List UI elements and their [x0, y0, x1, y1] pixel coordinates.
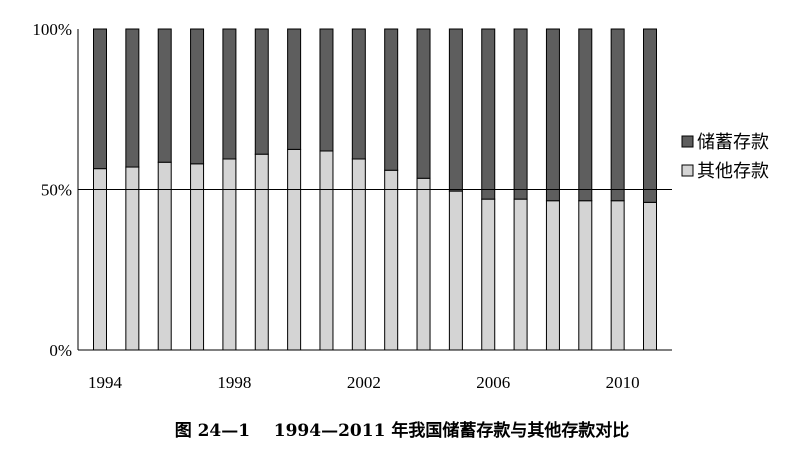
- bar-other-deposits-1999: [254, 153, 269, 351]
- bar-other-deposits-2002: [351, 158, 366, 351]
- bar-other-deposits-2001: [319, 150, 334, 351]
- y-tick-label: 50%: [41, 181, 72, 200]
- bar-savings-deposits-2000: [287, 28, 302, 150]
- x-tick-label: 2010: [606, 373, 640, 392]
- bar-savings-deposits-2001: [319, 28, 334, 152]
- bar-savings-deposits-2010: [610, 28, 625, 202]
- bar-other-deposits-2005: [448, 190, 463, 351]
- bar-savings-deposits-1997: [190, 28, 205, 165]
- bar-savings-deposits-2006: [481, 28, 496, 200]
- legend-label: 储蓄存款: [697, 132, 769, 153]
- bar-savings-deposits-1998: [222, 28, 237, 160]
- bar-other-deposits-2003: [384, 169, 399, 351]
- bar-other-deposits-1994: [93, 168, 107, 351]
- bar-other-deposits-2006: [481, 198, 496, 351]
- bar-savings-deposits-2003: [384, 28, 399, 171]
- bar-other-deposits-2010: [610, 200, 625, 351]
- bar-other-deposits-1996: [157, 161, 172, 351]
- legend-swatch: [681, 135, 694, 148]
- bar-savings-deposits-1994: [93, 28, 107, 170]
- legend-label: 其他存款: [697, 161, 769, 182]
- x-tick-label: 2006: [476, 373, 510, 392]
- chart-caption: 图 24—1 1994—2011 年我国储蓄存款与其他存款对比: [174, 421, 630, 441]
- bar-other-deposits-2004: [416, 177, 431, 351]
- bar-savings-deposits-1999: [254, 28, 269, 155]
- bar-other-deposits-2008: [545, 200, 560, 351]
- bar-savings-deposits-2004: [416, 28, 431, 179]
- bar-savings-deposits-2008: [545, 28, 560, 202]
- bar-savings-deposits-2007: [513, 28, 528, 200]
- bar-other-deposits-2009: [578, 200, 593, 351]
- y-tick-label: 0%: [49, 341, 72, 360]
- bar-other-deposits-2000: [287, 148, 302, 351]
- bar-other-deposits-1995: [125, 166, 140, 351]
- bar-other-deposits-1997: [190, 163, 205, 351]
- bars-layer: [93, 28, 657, 351]
- bar-savings-deposits-2002: [351, 28, 366, 160]
- legend-swatch: [681, 164, 694, 177]
- bar-savings-deposits-2011: [643, 28, 657, 203]
- bar-other-deposits-1998: [222, 158, 237, 351]
- bar-other-deposits-2007: [513, 198, 528, 351]
- x-axis-ticks: 1994 1998 2002 2006 2010: [88, 373, 640, 392]
- x-tick-label: 1994: [88, 373, 123, 392]
- bar-savings-deposits-2005: [448, 28, 463, 192]
- y-axis-ticks: 0% 50% 100%: [32, 20, 72, 360]
- bar-savings-deposits-1995: [125, 28, 140, 168]
- bar-other-deposits-2011: [643, 201, 657, 351]
- bar-savings-deposits-2009: [578, 28, 593, 202]
- x-tick-label: 2002: [347, 373, 381, 392]
- y-tick-label: 100%: [32, 20, 72, 39]
- x-tick-label: 1998: [217, 373, 251, 392]
- bar-savings-deposits-1996: [157, 28, 172, 163]
